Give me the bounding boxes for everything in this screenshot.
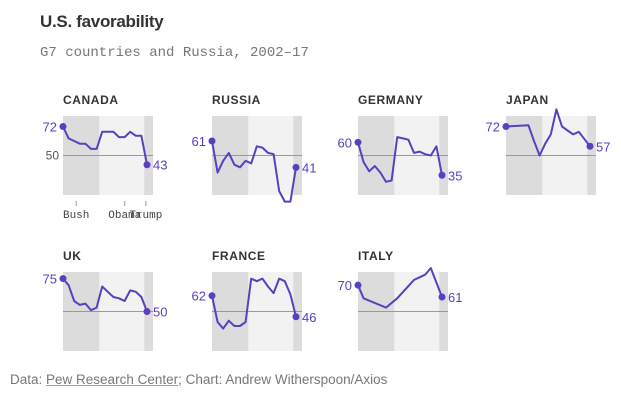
japan-end-point bbox=[586, 142, 594, 150]
chart-subtitle: G7 countries and Russia, 2002–17 bbox=[40, 45, 309, 61]
uk-start-label: 75 bbox=[43, 272, 57, 287]
japan-start-label: 72 bbox=[486, 120, 500, 135]
source-prefix: Data: bbox=[10, 372, 47, 387]
uk-end-label: 50 bbox=[153, 305, 167, 320]
canada-end-label: 43 bbox=[153, 158, 167, 173]
italy-end-point bbox=[438, 293, 446, 301]
italy-series-line bbox=[357, 267, 443, 309]
russia-panel-title: RUSSIA bbox=[212, 93, 261, 107]
chart-title: U.S. favorability bbox=[40, 12, 164, 31]
source-credit: Data: Pew Research Center; Chart: Andrew… bbox=[10, 372, 387, 387]
credit-suffix: ; Chart: Andrew Witherspoon/Axios bbox=[178, 372, 388, 387]
italy-start-point bbox=[354, 281, 362, 289]
france-start-point bbox=[208, 292, 216, 300]
france-end-point bbox=[292, 313, 300, 321]
uk-panel-title: UK bbox=[63, 249, 82, 263]
germany-end-point bbox=[438, 171, 446, 179]
obama-era-label: Obama bbox=[108, 210, 141, 222]
russia-end-label: 41 bbox=[302, 160, 316, 175]
russia-end-point bbox=[292, 163, 300, 171]
germany-end-label: 35 bbox=[448, 168, 462, 183]
russia-start-label: 61 bbox=[192, 134, 206, 149]
bush-era-label: Bush bbox=[63, 210, 89, 222]
italy-start-label: 70 bbox=[338, 278, 352, 293]
uk-start-point bbox=[59, 275, 67, 283]
canada-start-point bbox=[59, 123, 67, 131]
russia-start-point bbox=[208, 137, 216, 145]
uk-series-line bbox=[62, 277, 148, 312]
france-series-line bbox=[211, 277, 297, 330]
italy-panel-title: ITALY bbox=[358, 249, 394, 263]
reference-value-label: 50 bbox=[46, 149, 60, 163]
france-start-label: 62 bbox=[192, 289, 206, 304]
japan-end-label: 57 bbox=[596, 139, 610, 154]
germany-panel-title: GERMANY bbox=[358, 93, 424, 107]
germany-series-line bbox=[357, 136, 443, 183]
source-link[interactable]: Pew Research Center bbox=[46, 372, 179, 387]
canada-end-point bbox=[143, 161, 151, 169]
germany-start-label: 60 bbox=[338, 135, 352, 150]
trump-era-label: Trump bbox=[129, 210, 162, 222]
france-panel-title: FRANCE bbox=[212, 249, 266, 263]
italy-end-label: 61 bbox=[448, 290, 462, 305]
japan-panel-title: JAPAN bbox=[506, 93, 549, 107]
japan-series-line bbox=[505, 108, 591, 157]
russia-series-line bbox=[211, 140, 297, 203]
france-end-label: 46 bbox=[302, 310, 316, 325]
canada-panel-title: CANADA bbox=[63, 93, 119, 107]
canada-start-label: 72 bbox=[43, 120, 57, 135]
germany-start-point bbox=[354, 138, 362, 146]
canada-series-line bbox=[62, 126, 148, 165]
uk-end-point bbox=[143, 308, 151, 315]
japan-start-point bbox=[502, 123, 510, 131]
